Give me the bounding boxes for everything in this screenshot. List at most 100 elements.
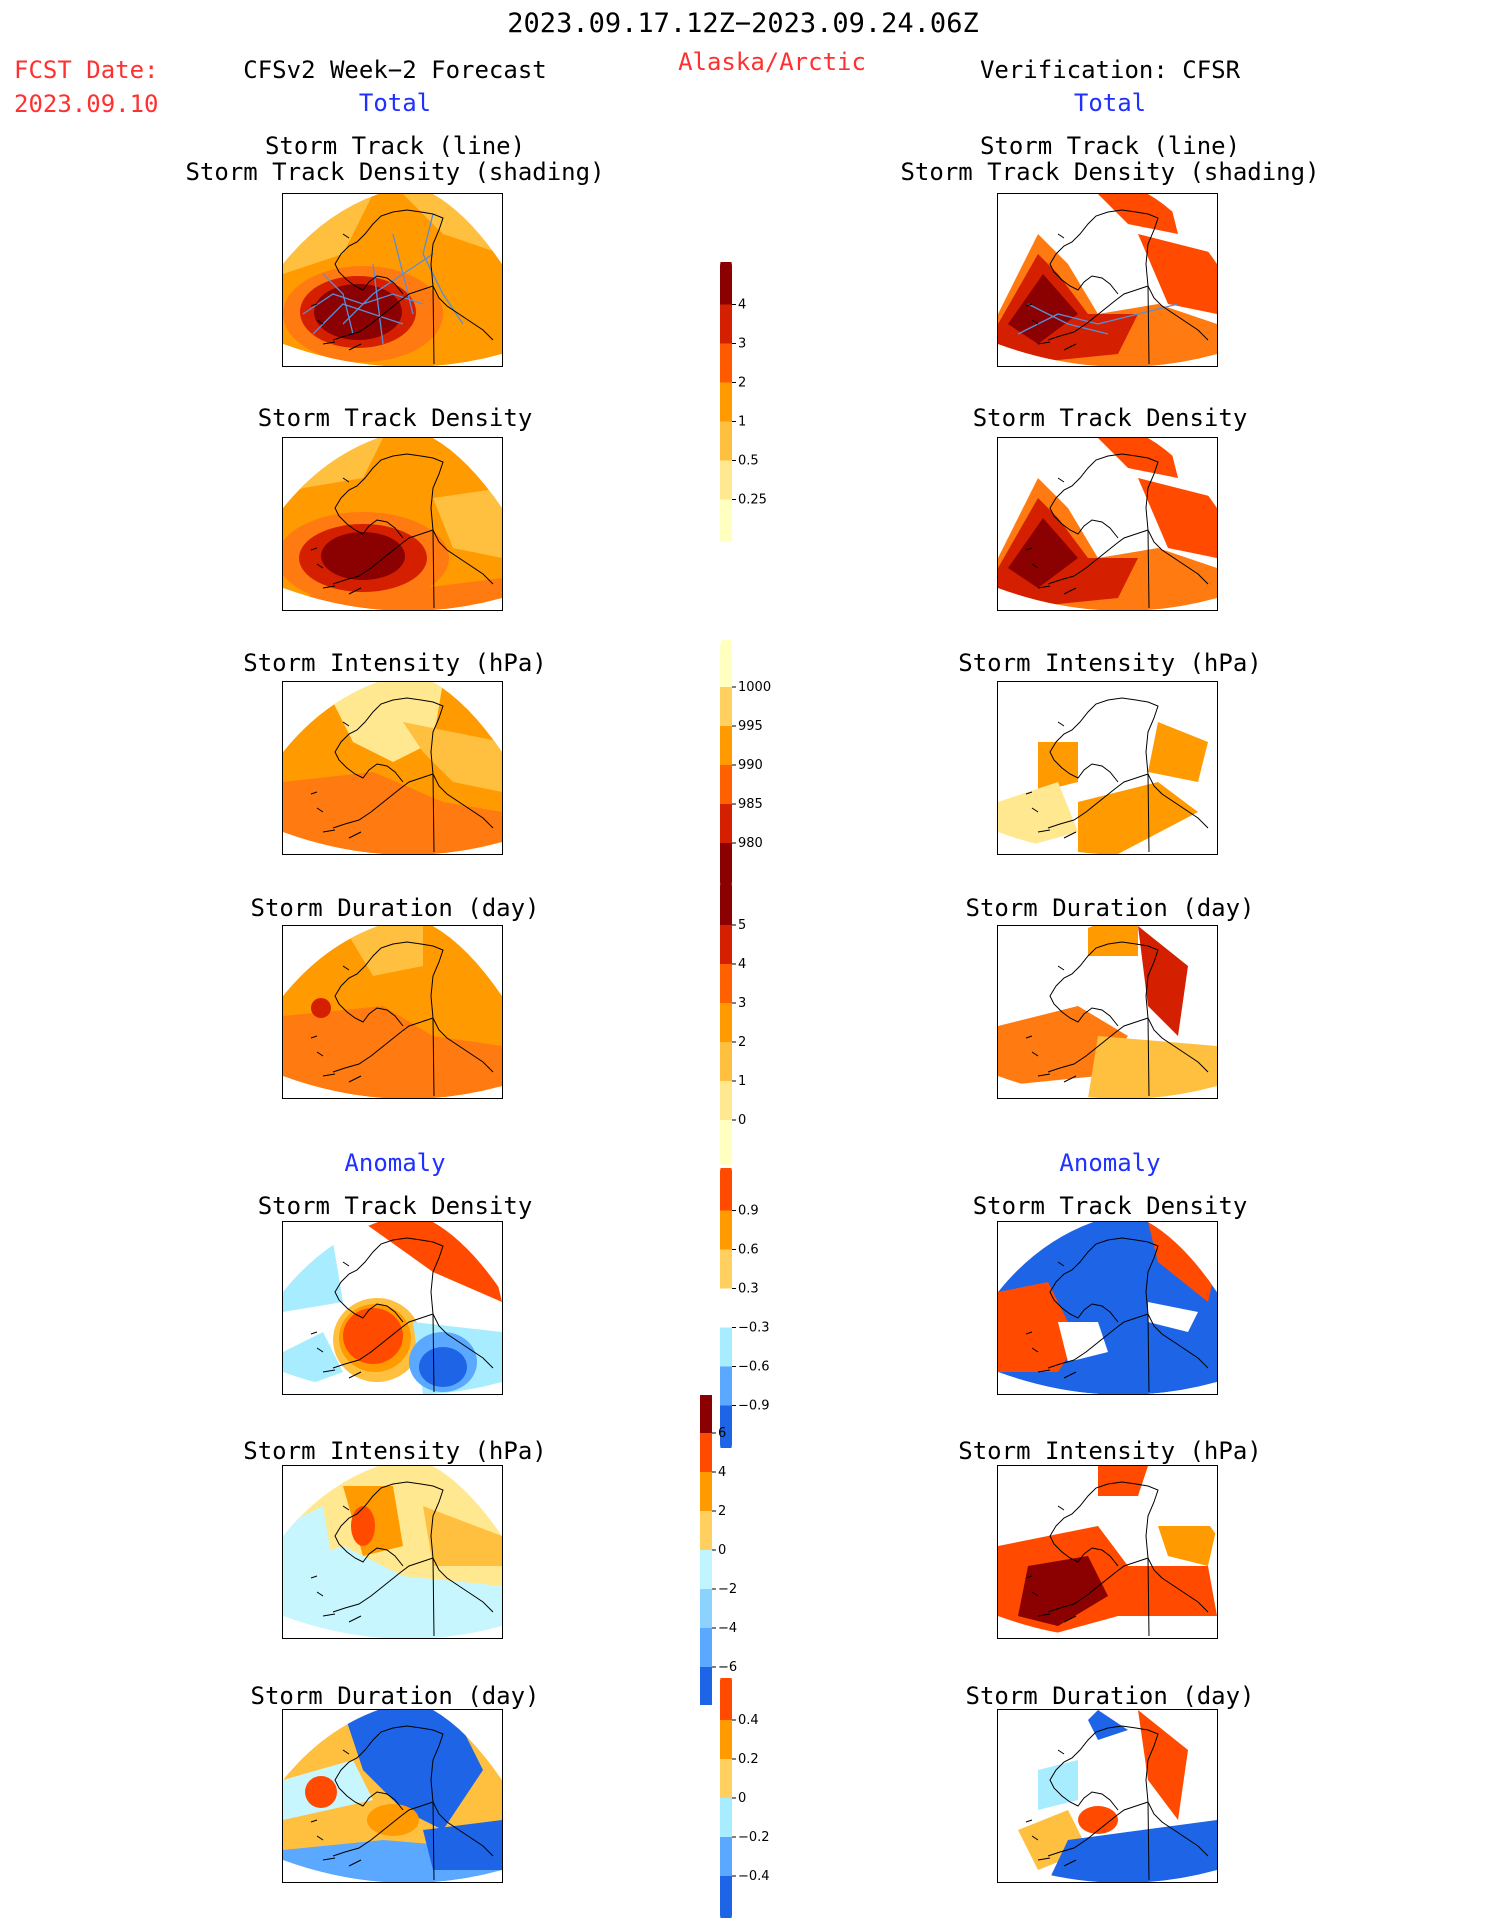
colorbar-tick-label: 1000 xyxy=(738,680,771,695)
colorbar-segment xyxy=(720,1366,732,1406)
map-cfsr-track-density-lines xyxy=(997,193,1218,367)
colorbar-tick-label: −6 xyxy=(718,1660,737,1675)
colorbar-duration: 5 4 3 2 1 0 xyxy=(720,880,746,1165)
storm-track-line xyxy=(342,253,434,325)
colorbar-segment xyxy=(720,1876,732,1915)
title-track-line-right: Storm Track (line) xyxy=(979,132,1241,160)
colorbar-tick-label: 995 xyxy=(738,719,763,734)
shading-region xyxy=(1138,478,1217,558)
shading-region xyxy=(1098,1466,1148,1496)
forecast-title: CFSv2 Week−2 Forecast xyxy=(243,56,547,84)
shading-region xyxy=(321,532,405,580)
colorbar-segment xyxy=(720,1405,732,1445)
shading-region xyxy=(323,682,443,762)
colorbar-segment xyxy=(720,765,732,804)
colorbar-tick-label: 3 xyxy=(738,337,746,352)
shading-region xyxy=(1008,274,1078,344)
colorbar-density: 4 3 2 1 0.5 0.25 xyxy=(720,262,767,542)
colorbar-tick-label: 0.25 xyxy=(738,493,767,508)
colorbar-tick-label: 5 xyxy=(738,918,746,933)
title-duration-anom-left: Storm Duration (day) xyxy=(250,1682,540,1710)
storm-track-line xyxy=(1017,303,1179,335)
colorbar-tick-label: 0.5 xyxy=(738,454,759,469)
shading-region xyxy=(314,284,402,340)
anomaly-label-left: Anomaly xyxy=(344,1149,446,1177)
coastline xyxy=(310,1481,494,1637)
shading-region xyxy=(1138,1710,1188,1820)
coastline xyxy=(1025,453,1209,609)
shading-region xyxy=(1138,926,1188,1036)
coastline xyxy=(1025,1237,1209,1393)
coastline xyxy=(310,453,494,609)
colorbar-segment xyxy=(720,1720,732,1759)
colorbar-tick-label: 980 xyxy=(738,836,763,851)
colorbar-segment xyxy=(720,1171,732,1211)
shading-region xyxy=(1038,1760,1078,1810)
colorbar-segment xyxy=(720,460,732,500)
shading-region xyxy=(1038,742,1078,792)
map-fcst-duration-anomaly xyxy=(282,1709,503,1883)
colorbar-segment xyxy=(700,1667,712,1705)
colorbar-tick-label: −4 xyxy=(718,1621,737,1636)
shading-region xyxy=(1008,518,1078,588)
colorbar-segment xyxy=(720,1288,732,1328)
title-duration-anom-right: Storm Duration (day) xyxy=(965,1682,1255,1710)
shading-region xyxy=(423,1820,502,1870)
colorbar-tick-label: 990 xyxy=(738,758,763,773)
title-track-density-shading-right: Storm Track Density (shading) xyxy=(900,158,1320,186)
colorbar-segment xyxy=(720,1837,732,1876)
colorbar-segment xyxy=(700,1472,712,1511)
shading-region xyxy=(283,772,502,854)
colorbar-segment xyxy=(720,726,732,765)
colorbar-segment xyxy=(720,687,732,726)
colorbar-tick-label: 6 xyxy=(718,1426,726,1441)
period-title: 2023.09.17.12Z−2023.09.24.06Z xyxy=(507,8,979,39)
colorbar-tick-label: 0.4 xyxy=(738,1713,759,1728)
colorbar-tick-label: −0.4 xyxy=(738,1869,770,1884)
colorbar-top-arrow xyxy=(720,880,732,886)
title-track-density-anom-right: Storm Track Density xyxy=(972,1192,1248,1220)
colorbar-top-arrow xyxy=(720,262,732,266)
region-label: Alaska/Arctic xyxy=(678,48,866,76)
coastline xyxy=(310,1237,494,1393)
colorbar-tick-label: −0.2 xyxy=(738,1830,770,1845)
colorbar-tick-label: 4 xyxy=(718,1465,726,1480)
colorbar-duration-anomaly: 0.4 0.2 0 −0.2 −0.4 xyxy=(720,1678,770,1918)
coastline xyxy=(310,1725,494,1881)
colorbar-segment xyxy=(720,1210,732,1250)
coastline xyxy=(1025,941,1209,1097)
colorbar-segment xyxy=(720,1081,732,1120)
colorbar-intensity-anomaly: 6 4 2 0 −2 −4 −6 xyxy=(700,1395,737,1705)
map-cfsr-duration-anomaly xyxy=(997,1709,1218,1883)
title-intensity-anom-right: Storm Intensity (hPa) xyxy=(958,1437,1262,1465)
shading-region xyxy=(1158,1526,1217,1566)
colorbar-segment xyxy=(720,499,732,539)
colorbar-tick-label: 0.6 xyxy=(738,1243,759,1258)
colorbar-segment xyxy=(720,925,732,964)
colorbar-segment xyxy=(720,1798,732,1837)
storm-track-line xyxy=(422,213,464,325)
colorbar-tick-label: 4 xyxy=(738,957,746,972)
map-fcst-intensity xyxy=(282,681,503,855)
map-cfsr-track-density xyxy=(997,437,1218,611)
colorbar-tick-label: 0 xyxy=(738,1791,746,1806)
shading-region xyxy=(419,1347,467,1387)
shading-region xyxy=(1078,1806,1118,1834)
shading-region xyxy=(1088,926,1138,956)
shading-region xyxy=(1138,234,1217,314)
coastline xyxy=(310,941,494,1097)
map-fcst-density-anomaly xyxy=(282,1221,503,1395)
map-fcst-track-density xyxy=(282,437,503,611)
map-cfsr-intensity xyxy=(997,681,1218,855)
title-duration-left: Storm Duration (day) xyxy=(250,894,540,922)
colorbar-tick-label: −0.6 xyxy=(738,1360,770,1375)
shading-region xyxy=(998,782,1078,854)
colorbar-tick-label: 0.9 xyxy=(738,1204,759,1219)
colorbar-tick-label: 2 xyxy=(738,1035,746,1050)
colorbar-density-anomaly: 0.9 0.6 0.3 −0.3 −0.6 −0.9 xyxy=(720,1168,770,1448)
shading-region xyxy=(1088,1710,1128,1740)
colorbar-tick-label: 2 xyxy=(738,376,746,391)
shading-region xyxy=(1098,194,1178,234)
colorbar-bottom-arrow xyxy=(720,538,732,542)
colorbar-segment xyxy=(720,1003,732,1042)
